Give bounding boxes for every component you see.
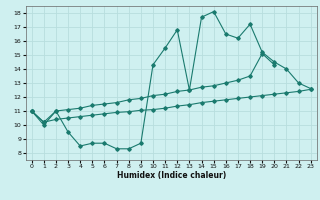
X-axis label: Humidex (Indice chaleur): Humidex (Indice chaleur) <box>116 171 226 180</box>
